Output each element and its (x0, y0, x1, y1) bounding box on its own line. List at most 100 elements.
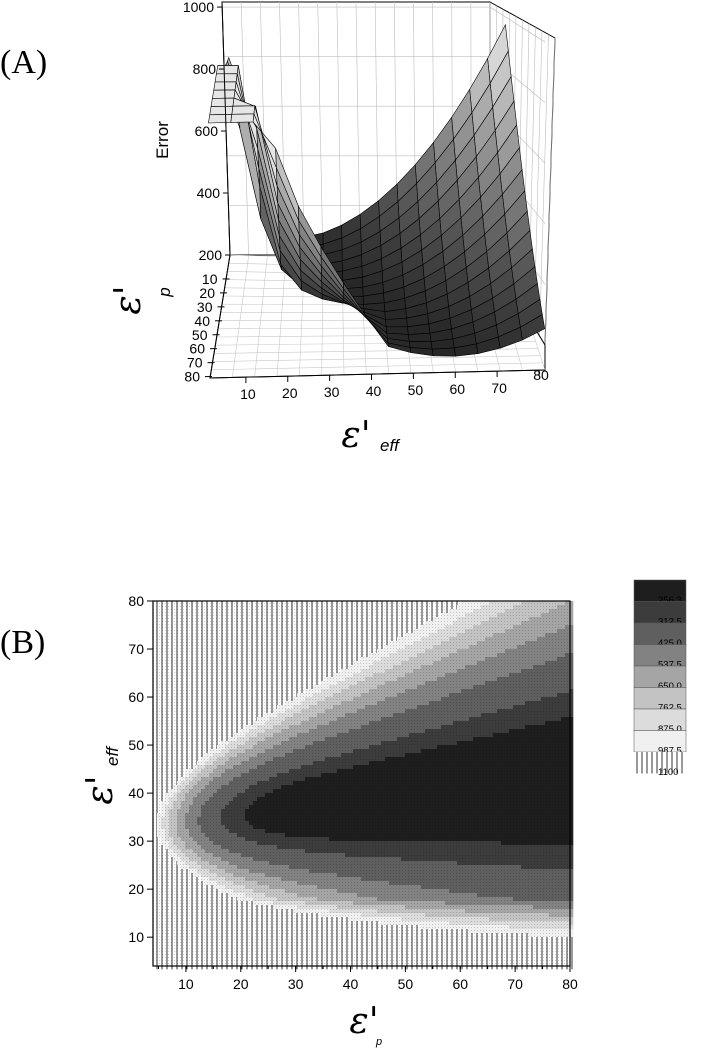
y-tick-label: 30 (197, 299, 213, 315)
x-tick-label: 60 (449, 381, 465, 397)
contour-cell (269, 965, 274, 970)
contour-fill (153, 601, 574, 970)
x-tick-label: 30 (324, 384, 340, 400)
contour-cell (329, 965, 334, 970)
x-tick-label: 50 (408, 382, 424, 398)
contour-cell (257, 965, 262, 970)
y-tick-label: 60 (189, 341, 205, 357)
wall-grid-line (298, 1, 305, 256)
contour-cell (309, 965, 314, 970)
contour-cell (177, 965, 182, 970)
z-tick-label: 600 (195, 123, 219, 139)
contour-cell (349, 965, 354, 970)
contour-cell (173, 965, 178, 970)
wall-grid-line (489, 6, 546, 43)
floor-grid-line (276, 256, 287, 377)
contour-cell (249, 965, 254, 970)
z-tick-label: 200 (199, 247, 223, 263)
contour-cell (305, 965, 310, 970)
z-axis-label: Error (153, 121, 172, 159)
contour-cell (277, 965, 282, 970)
wall-grid-line (539, 34, 549, 337)
surface-patch (209, 105, 234, 116)
contour-cell (185, 965, 190, 970)
contour-cell (165, 965, 170, 970)
contour-cell (225, 965, 230, 970)
contour-cell (229, 965, 234, 970)
y-tick-label: 20 (199, 285, 215, 301)
surface-patch (231, 105, 256, 115)
x-axis (209, 369, 546, 379)
x-tick-label: 70 (491, 380, 507, 396)
contour-cell (201, 965, 206, 970)
surface-patch (208, 114, 233, 124)
contour-cell (241, 965, 246, 970)
contour-cell (237, 965, 242, 970)
surface-patch (210, 97, 235, 107)
contour-cell (341, 965, 346, 970)
contour-cell (161, 965, 166, 970)
panel-a-label: (A) (0, 44, 48, 81)
panel-b-label: (B) (0, 624, 46, 661)
contour-cell (209, 965, 214, 970)
contour-cell (289, 965, 294, 970)
x-axis-label: ε' eff (341, 415, 401, 456)
floor-grid-line (211, 362, 543, 371)
z-tick-label: 1000 (183, 0, 214, 15)
contour-cell (193, 965, 198, 970)
contour-cell (301, 965, 306, 970)
contour-cell (157, 965, 162, 970)
y-tick-label: 40 (194, 313, 210, 329)
contour-cell (281, 965, 286, 970)
contour-cell (285, 965, 290, 970)
wall-grid-line (317, 1, 324, 256)
wall-grid-line (355, 1, 361, 256)
contour-cell (297, 965, 302, 970)
x-tick-label: 20 (282, 385, 298, 401)
wall-grid-line (544, 37, 556, 346)
contour-cell (253, 965, 258, 970)
y-axis-symbol: ε' (108, 285, 149, 314)
y-tick-label: 80 (184, 369, 200, 385)
surface-patch (385, 317, 408, 328)
contour-cell (337, 965, 342, 970)
contour-cell (181, 965, 186, 970)
y-axis-label: ε' p (108, 285, 174, 314)
contour-cell (217, 965, 222, 970)
surface-patch (216, 65, 239, 75)
y-tick-label: 50 (192, 327, 208, 343)
contour-cell (189, 965, 194, 970)
x-axis-subscript: eff (380, 436, 401, 455)
y-tick-label: 70 (187, 355, 203, 371)
surface-patch (431, 347, 456, 357)
surface-patch (214, 73, 238, 83)
contour-cell (233, 965, 238, 970)
z-axis (221, 1, 231, 256)
surface-patch (212, 89, 236, 99)
x-tick-label: 10 (240, 386, 256, 402)
contour-cell (221, 965, 226, 970)
y-axis-subscript: p (155, 287, 174, 297)
contour-cell (325, 965, 330, 970)
x-tick-label: 40 (366, 383, 382, 399)
floor-grid-line (232, 255, 249, 378)
wall-grid-line (336, 1, 342, 256)
contour-cell (261, 965, 266, 970)
contour-cell (273, 965, 278, 970)
surface-patch (407, 332, 432, 342)
contour-cell (317, 965, 322, 970)
floor-grid-line (212, 355, 541, 362)
contour-cell (205, 965, 210, 970)
contour-cell (313, 965, 318, 970)
contour-cell (169, 965, 174, 970)
contour-cell (213, 965, 218, 970)
z-tick-label: 400 (197, 185, 221, 201)
contour-cell (293, 965, 298, 970)
contour-cell (197, 965, 202, 970)
contour-cell (265, 965, 270, 970)
contour-cell (345, 965, 350, 970)
floor-grid-line (254, 256, 268, 377)
